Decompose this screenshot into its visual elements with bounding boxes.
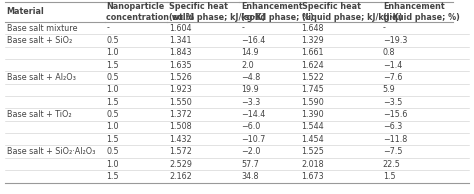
Text: −7.5: −7.5 — [383, 147, 402, 156]
Text: 0.5: 0.5 — [107, 36, 119, 45]
Text: Material: Material — [7, 7, 45, 16]
Text: −1.4: −1.4 — [383, 61, 402, 70]
Text: −3.5: −3.5 — [383, 98, 402, 107]
Text: 1.526: 1.526 — [169, 73, 192, 82]
Text: 1.923: 1.923 — [169, 85, 192, 94]
Text: 1.550: 1.550 — [169, 98, 192, 107]
Text: 0.8: 0.8 — [383, 48, 395, 57]
Text: −16.4: −16.4 — [241, 36, 265, 45]
Text: 1.745: 1.745 — [301, 85, 324, 94]
Text: 0.5: 0.5 — [107, 73, 119, 82]
Text: 1.544: 1.544 — [301, 122, 324, 132]
Text: Enhancement
(liquid phase; %): Enhancement (liquid phase; %) — [383, 2, 460, 22]
Text: −7.6: −7.6 — [383, 73, 402, 82]
Text: 1.661: 1.661 — [301, 48, 324, 57]
Text: −14.4: −14.4 — [241, 110, 265, 119]
Text: 34.8: 34.8 — [241, 172, 259, 181]
Text: 1.604: 1.604 — [169, 24, 191, 33]
Text: 2.0: 2.0 — [241, 61, 254, 70]
Text: −15.6: −15.6 — [383, 110, 407, 119]
Text: 1.508: 1.508 — [169, 122, 192, 132]
Text: 57.7: 57.7 — [241, 159, 259, 169]
Text: 1.5: 1.5 — [107, 135, 119, 144]
Text: 5.9: 5.9 — [383, 85, 396, 94]
Text: −2.0: −2.0 — [241, 147, 261, 156]
Text: 1.5: 1.5 — [107, 98, 119, 107]
Text: -: - — [383, 24, 386, 33]
Text: −11.8: −11.8 — [383, 135, 407, 144]
Text: 1.648: 1.648 — [301, 24, 324, 33]
Text: 1.0: 1.0 — [107, 122, 119, 132]
Text: −6.3: −6.3 — [383, 122, 402, 132]
Text: Specific heat
(solid phase; kJ/kg·K): Specific heat (solid phase; kJ/kg·K) — [169, 2, 266, 22]
Text: 22.5: 22.5 — [383, 159, 401, 169]
Text: Nanoparticle
concentration wt.%: Nanoparticle concentration wt.% — [107, 2, 194, 22]
Text: 1.5: 1.5 — [107, 172, 119, 181]
Text: Base salt + Al₂O₃: Base salt + Al₂O₃ — [7, 73, 75, 82]
Text: 2.018: 2.018 — [301, 159, 324, 169]
Text: 1.372: 1.372 — [169, 110, 192, 119]
Text: 2.162: 2.162 — [169, 172, 192, 181]
Text: 1.624: 1.624 — [301, 61, 324, 70]
Text: −6.0: −6.0 — [241, 122, 260, 132]
Text: Specific heat
(liquid phase; kJ/kg·K): Specific heat (liquid phase; kJ/kg·K) — [301, 2, 402, 22]
Text: 1.5: 1.5 — [383, 172, 395, 181]
Text: 1.0: 1.0 — [107, 159, 119, 169]
Text: −19.3: −19.3 — [383, 36, 407, 45]
Text: −3.3: −3.3 — [241, 98, 260, 107]
Text: 1.432: 1.432 — [169, 135, 192, 144]
Text: 0.5: 0.5 — [107, 147, 119, 156]
Text: 1.390: 1.390 — [301, 110, 324, 119]
Text: Base salt + SiO₂: Base salt + SiO₂ — [7, 36, 72, 45]
Text: −4.8: −4.8 — [241, 73, 260, 82]
Text: -: - — [107, 24, 109, 33]
Text: 0.5: 0.5 — [107, 110, 119, 119]
Text: 2.529: 2.529 — [169, 159, 192, 169]
Text: 1.5: 1.5 — [107, 61, 119, 70]
Text: 19.9: 19.9 — [241, 85, 259, 94]
Text: 1.329: 1.329 — [301, 36, 324, 45]
Text: 1.525: 1.525 — [301, 147, 324, 156]
Text: Enhancement
(solid phase; %): Enhancement (solid phase; %) — [241, 2, 314, 22]
Text: 1.843: 1.843 — [169, 48, 191, 57]
Text: 1.590: 1.590 — [301, 98, 324, 107]
Text: 14.9: 14.9 — [241, 48, 259, 57]
Text: -: - — [241, 24, 244, 33]
Text: Base salt mixture: Base salt mixture — [7, 24, 77, 33]
Text: 1.572: 1.572 — [169, 147, 192, 156]
Text: −10.7: −10.7 — [241, 135, 265, 144]
Text: Base salt + TiO₂: Base salt + TiO₂ — [7, 110, 71, 119]
Text: 1.454: 1.454 — [301, 135, 324, 144]
Text: Base salt + SiO₂·Al₂O₃: Base salt + SiO₂·Al₂O₃ — [7, 147, 95, 156]
Text: 1.673: 1.673 — [301, 172, 324, 181]
Text: 1.0: 1.0 — [107, 85, 119, 94]
Text: 1.341: 1.341 — [169, 36, 191, 45]
Text: 1.522: 1.522 — [301, 73, 324, 82]
Text: 1.0: 1.0 — [107, 48, 119, 57]
Text: 1.635: 1.635 — [169, 61, 192, 70]
